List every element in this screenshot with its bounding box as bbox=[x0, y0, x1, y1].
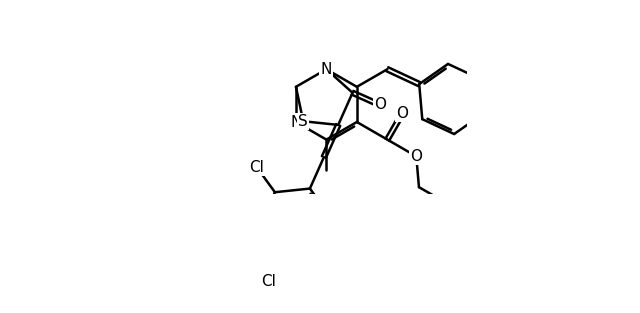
Text: N: N bbox=[321, 62, 332, 77]
Text: Cl: Cl bbox=[249, 160, 264, 175]
Text: Cl: Cl bbox=[261, 274, 276, 289]
Text: O: O bbox=[396, 106, 408, 121]
Text: O: O bbox=[374, 97, 386, 112]
Text: S: S bbox=[298, 114, 308, 129]
Text: N: N bbox=[291, 115, 301, 130]
Text: O: O bbox=[410, 149, 422, 164]
